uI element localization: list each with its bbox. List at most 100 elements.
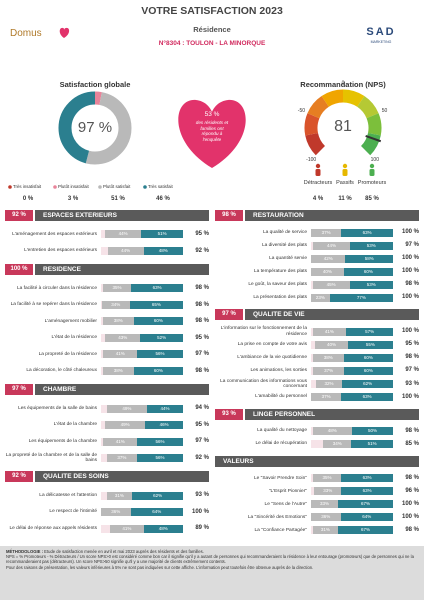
bar-segment: 33% (314, 487, 342, 496)
item-label: La quantité servie (269, 255, 307, 261)
item-label: L'information sur le fonctionnement de l… (220, 326, 307, 337)
footer-label: MÉTHODOLOGIE : (6, 549, 43, 554)
gauge-tick-label: 100 (371, 157, 380, 163)
item-label: Le "Sens de l'Autre" (264, 501, 307, 507)
section-score: 97 % (215, 309, 243, 321)
bar-segment: 40% (315, 340, 348, 349)
footer-line: NPS = % Promoteurs - % Détracteurs / Un … (6, 554, 414, 565)
item-label: L'amabilité du personnel (255, 394, 307, 400)
bar-segment: 67% (338, 526, 393, 535)
bar-segment: 37% (311, 393, 342, 402)
gauge-band (356, 95, 379, 119)
bar-segment: 23% (311, 293, 330, 302)
footer: MÉTHODOLOGIE : Etude de satisfaction men… (0, 546, 424, 600)
item-total: 95 % (195, 231, 209, 237)
item-label: L'entretien des espaces extérieurs (24, 248, 97, 254)
subtitle: Résidence (193, 25, 231, 34)
bar-segment: 50% (352, 427, 393, 436)
bar-segment: 56% (137, 350, 183, 359)
section-score: 92 % (5, 210, 33, 221)
item-label: Le respect de l'intimité (49, 509, 97, 515)
item-label: La "Sincérité des Emotions" (247, 514, 307, 520)
bar-segment: 51% (141, 230, 183, 239)
bar-segment: 49% (106, 404, 147, 413)
item-label: "L'Esprit Pionnier" (268, 488, 307, 494)
legend-dot (8, 185, 12, 189)
donut-segment (58, 91, 132, 165)
item-total: 100 % (401, 255, 419, 262)
item-total: 95 % (405, 341, 419, 348)
heart (178, 99, 246, 168)
item-label: L'ambiance de la vie quotidienne (237, 355, 307, 361)
bar-segment: 62% (342, 380, 393, 389)
site: N°8304 : TOULON - LA MINORQUE (158, 40, 266, 47)
group-value: 4 % (312, 196, 324, 202)
item-total: 98 % (195, 367, 209, 374)
bar-segment: 44% (107, 246, 144, 255)
legend-dot (98, 185, 102, 189)
item-label: Le délai de récupération (255, 441, 307, 447)
item-total: 95 % (195, 421, 209, 428)
section-score: 97 % (5, 384, 33, 396)
item-label: La facilité à se repérer dans la résiden… (10, 302, 97, 308)
bar-segment: 58% (345, 254, 393, 263)
logo-left: Domus (10, 28, 42, 39)
item-total: 92 % (195, 247, 209, 254)
bar-segment: 48% (312, 427, 352, 436)
legend-dot (143, 185, 147, 189)
logo-right-tag: MARKETING (370, 40, 392, 44)
bar-segment: 42% (311, 254, 346, 263)
bar-segment: 63% (341, 393, 393, 402)
bar-segment: 60% (133, 367, 183, 375)
gauge-tick-label: 0 (342, 80, 345, 86)
bar-segment: 38% (102, 367, 134, 375)
bar-segment: 52% (140, 333, 183, 342)
item-label: La propreté de la résidence (38, 351, 97, 357)
item-total: 100 % (401, 268, 419, 275)
item-label: La "Confiance Partagée" (254, 527, 307, 533)
footer-line: Pour des raisons de présentation, les va… (6, 564, 314, 570)
gauge-needle (365, 135, 382, 143)
item-total: 100 % (401, 328, 419, 335)
item-label: L'état de la résidence (51, 335, 97, 341)
nps-title: Recommandation (NPS) (300, 80, 386, 89)
section-score: 98 % (215, 210, 243, 221)
bar-segment: 60% (343, 367, 393, 375)
legend-value: 0 % (22, 196, 34, 202)
bar-segment: 31% (312, 526, 339, 535)
bar-segment: 51% (351, 440, 393, 449)
participation-value: 53 % (204, 111, 220, 118)
group-icon-body (315, 169, 321, 176)
item-label: L'aménagement mobilier (44, 318, 97, 324)
section-score: 93 % (215, 408, 243, 420)
group-name: Passifs (336, 180, 354, 186)
group-value: 85 % (365, 196, 379, 202)
bar-segment: 44% (105, 230, 142, 239)
item-total: 98 % (405, 281, 419, 288)
item-label: L'aménagement des espaces extérieurs (12, 231, 97, 237)
donut-segment (58, 91, 132, 165)
item-total: 100 % (401, 294, 419, 301)
item-total: 85 % (405, 440, 419, 447)
bar-segment: 40% (311, 267, 344, 276)
footer-line: Etude de satisfaction menée en avril et … (44, 549, 204, 554)
item-total: 93 % (405, 380, 419, 387)
bar-segment: 55% (347, 340, 393, 349)
bar-segment: 63% (131, 284, 183, 293)
bar-segment: 53% (349, 241, 393, 250)
group-icon-body (369, 169, 375, 176)
item-label: La délicatesse et l'attention (39, 492, 97, 498)
item-label: Le délai de réponse aux appels résidents (9, 526, 97, 532)
item-total: 100 % (401, 500, 419, 507)
bar-segment: 35% (102, 284, 132, 293)
group-value: 11 % (338, 196, 352, 202)
section-score: 92 % (5, 471, 33, 483)
item-label: La communication des informations vous c… (220, 378, 307, 390)
legend-label: Plutôt satisfait (103, 184, 131, 189)
bar-segment: 56% (137, 454, 183, 463)
item-label: L'état de la chambre (53, 422, 97, 428)
item-total: 98 % (195, 301, 209, 308)
bar-segment: 48% (143, 246, 183, 255)
